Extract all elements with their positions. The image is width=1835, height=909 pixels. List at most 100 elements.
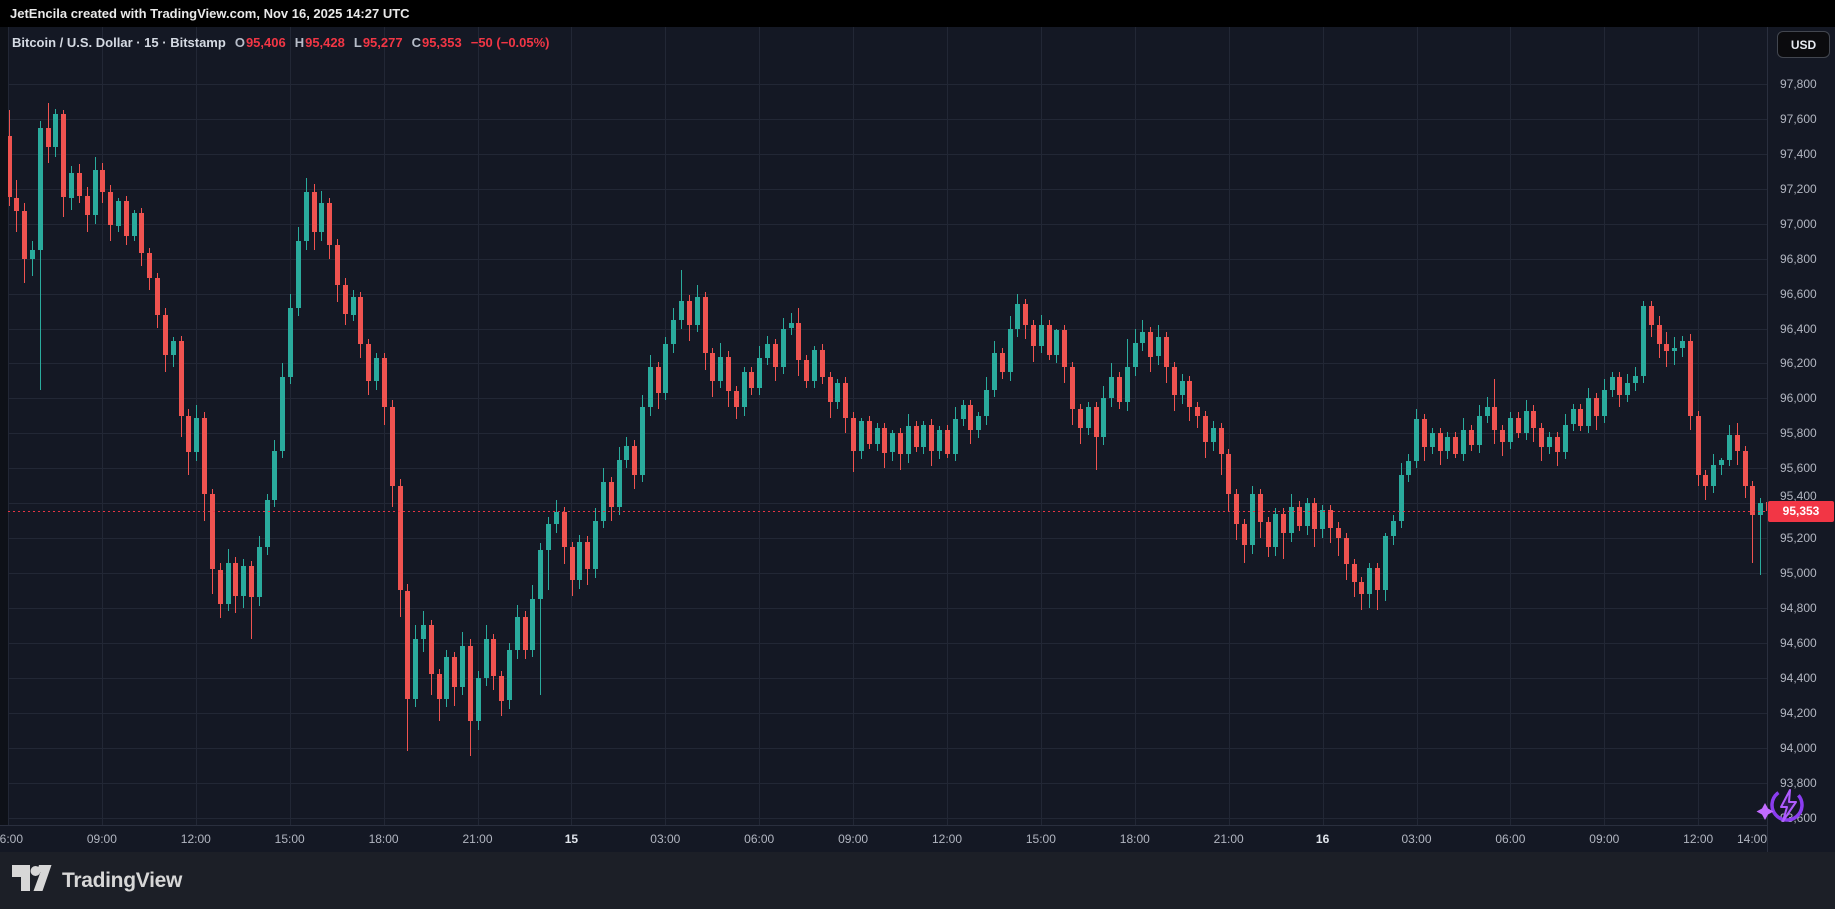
candle	[1203, 415, 1208, 442]
price-tick-label: 97,600	[1780, 111, 1817, 126]
time-gridline	[289, 27, 291, 825]
candle	[1296, 506, 1302, 526]
candle	[663, 344, 669, 394]
brand-text: TradingView	[62, 868, 183, 892]
candle	[61, 113, 67, 198]
time-tick-label: 09:00	[838, 832, 869, 846]
candle	[984, 389, 989, 416]
time-tick-label: 15:00	[1025, 832, 1056, 846]
candle	[1672, 347, 1678, 352]
time-gridline	[101, 27, 103, 825]
time-tick-label: 21:00	[1213, 832, 1244, 846]
price-gridline	[8, 223, 1767, 225]
candle	[1664, 344, 1670, 352]
candle	[749, 372, 755, 388]
candle	[1492, 407, 1498, 430]
candle	[960, 405, 966, 420]
price-tick-label: 96,800	[1780, 251, 1817, 266]
candle	[1195, 407, 1201, 416]
candle	[1163, 337, 1169, 367]
candle	[1680, 340, 1685, 348]
candle	[288, 307, 293, 378]
candle	[311, 192, 317, 233]
candle	[1093, 407, 1099, 437]
candle	[851, 417, 857, 451]
price-axis[interactable]: 97,800 97,600 97,400 97,200 97,000 96,800 96,6…	[1767, 27, 1835, 852]
candle	[1304, 503, 1310, 526]
time-tick-label: 06:00	[1495, 832, 1526, 846]
candle	[858, 421, 864, 451]
price-tick-label: 95,000	[1780, 566, 1817, 580]
candle	[1476, 415, 1482, 446]
candle	[905, 426, 911, 455]
candle	[1437, 433, 1443, 451]
price-change: −50 (−0.05%)	[470, 34, 550, 50]
currency-button[interactable]: USD	[1777, 31, 1830, 58]
candle	[1242, 524, 1248, 546]
candle	[1750, 485, 1756, 516]
time-gridline	[1040, 27, 1042, 825]
candle	[452, 656, 458, 687]
candle-wick	[681, 270, 682, 329]
candle	[1766, 502, 1767, 512]
time-gridline	[665, 27, 667, 825]
price-tick-label: 95,600	[1780, 461, 1817, 476]
candle	[702, 297, 708, 353]
price-gridline	[8, 468, 1767, 470]
candle	[162, 314, 168, 355]
candle	[14, 197, 20, 211]
candle-wick	[548, 517, 550, 591]
candle	[272, 450, 278, 500]
candle	[1539, 428, 1545, 448]
time-axis[interactable]: 06:00 09:00 12:00 15:00 18:00 21:00 15 03:00 06:…	[0, 825, 1767, 852]
candle-wick	[39, 120, 41, 390]
time-gridline	[477, 27, 479, 825]
candle	[45, 127, 51, 147]
candle	[1695, 415, 1701, 476]
candle	[303, 192, 309, 242]
price-tick-label: 97,400	[1780, 146, 1817, 161]
candle	[1703, 475, 1709, 486]
price-tick-label: 93,800	[1780, 775, 1817, 790]
candle	[139, 213, 145, 254]
candle	[37, 127, 43, 250]
candle	[499, 676, 505, 701]
candle	[1328, 510, 1334, 528]
candle	[1742, 450, 1748, 486]
candle	[639, 407, 645, 476]
candle	[1312, 503, 1318, 530]
time-tick-label: 21:00	[462, 832, 493, 846]
candle	[686, 300, 692, 326]
time-tick-label: 18:00	[1119, 832, 1150, 846]
candle	[421, 625, 426, 640]
candle	[1023, 304, 1029, 326]
candle	[538, 550, 544, 600]
candle	[436, 674, 442, 699]
price-gridline	[8, 328, 1767, 330]
candle	[1719, 459, 1725, 465]
candle	[350, 297, 356, 315]
candle	[1640, 305, 1646, 376]
candle-wick	[1283, 508, 1285, 559]
plot-area[interactable]	[8, 27, 1767, 825]
candle	[264, 499, 270, 547]
candle	[475, 677, 481, 722]
candle	[546, 524, 552, 551]
candle	[1586, 398, 1592, 427]
candle	[131, 213, 137, 236]
candle	[366, 344, 372, 381]
candle	[1265, 522, 1271, 547]
candle	[1468, 429, 1474, 446]
candle	[428, 625, 434, 675]
ohlc-close: C 95,353	[411, 34, 462, 50]
candle	[170, 340, 176, 355]
candle	[671, 319, 677, 345]
candle	[1187, 380, 1193, 408]
candle	[1148, 332, 1154, 357]
candle-wick	[1337, 522, 1339, 556]
candle	[1554, 436, 1560, 453]
time-gridline	[8, 27, 9, 825]
candle	[1156, 337, 1161, 357]
price-tick-label: 94,200	[1780, 705, 1817, 720]
time-tick-label: 06:00	[744, 832, 775, 846]
